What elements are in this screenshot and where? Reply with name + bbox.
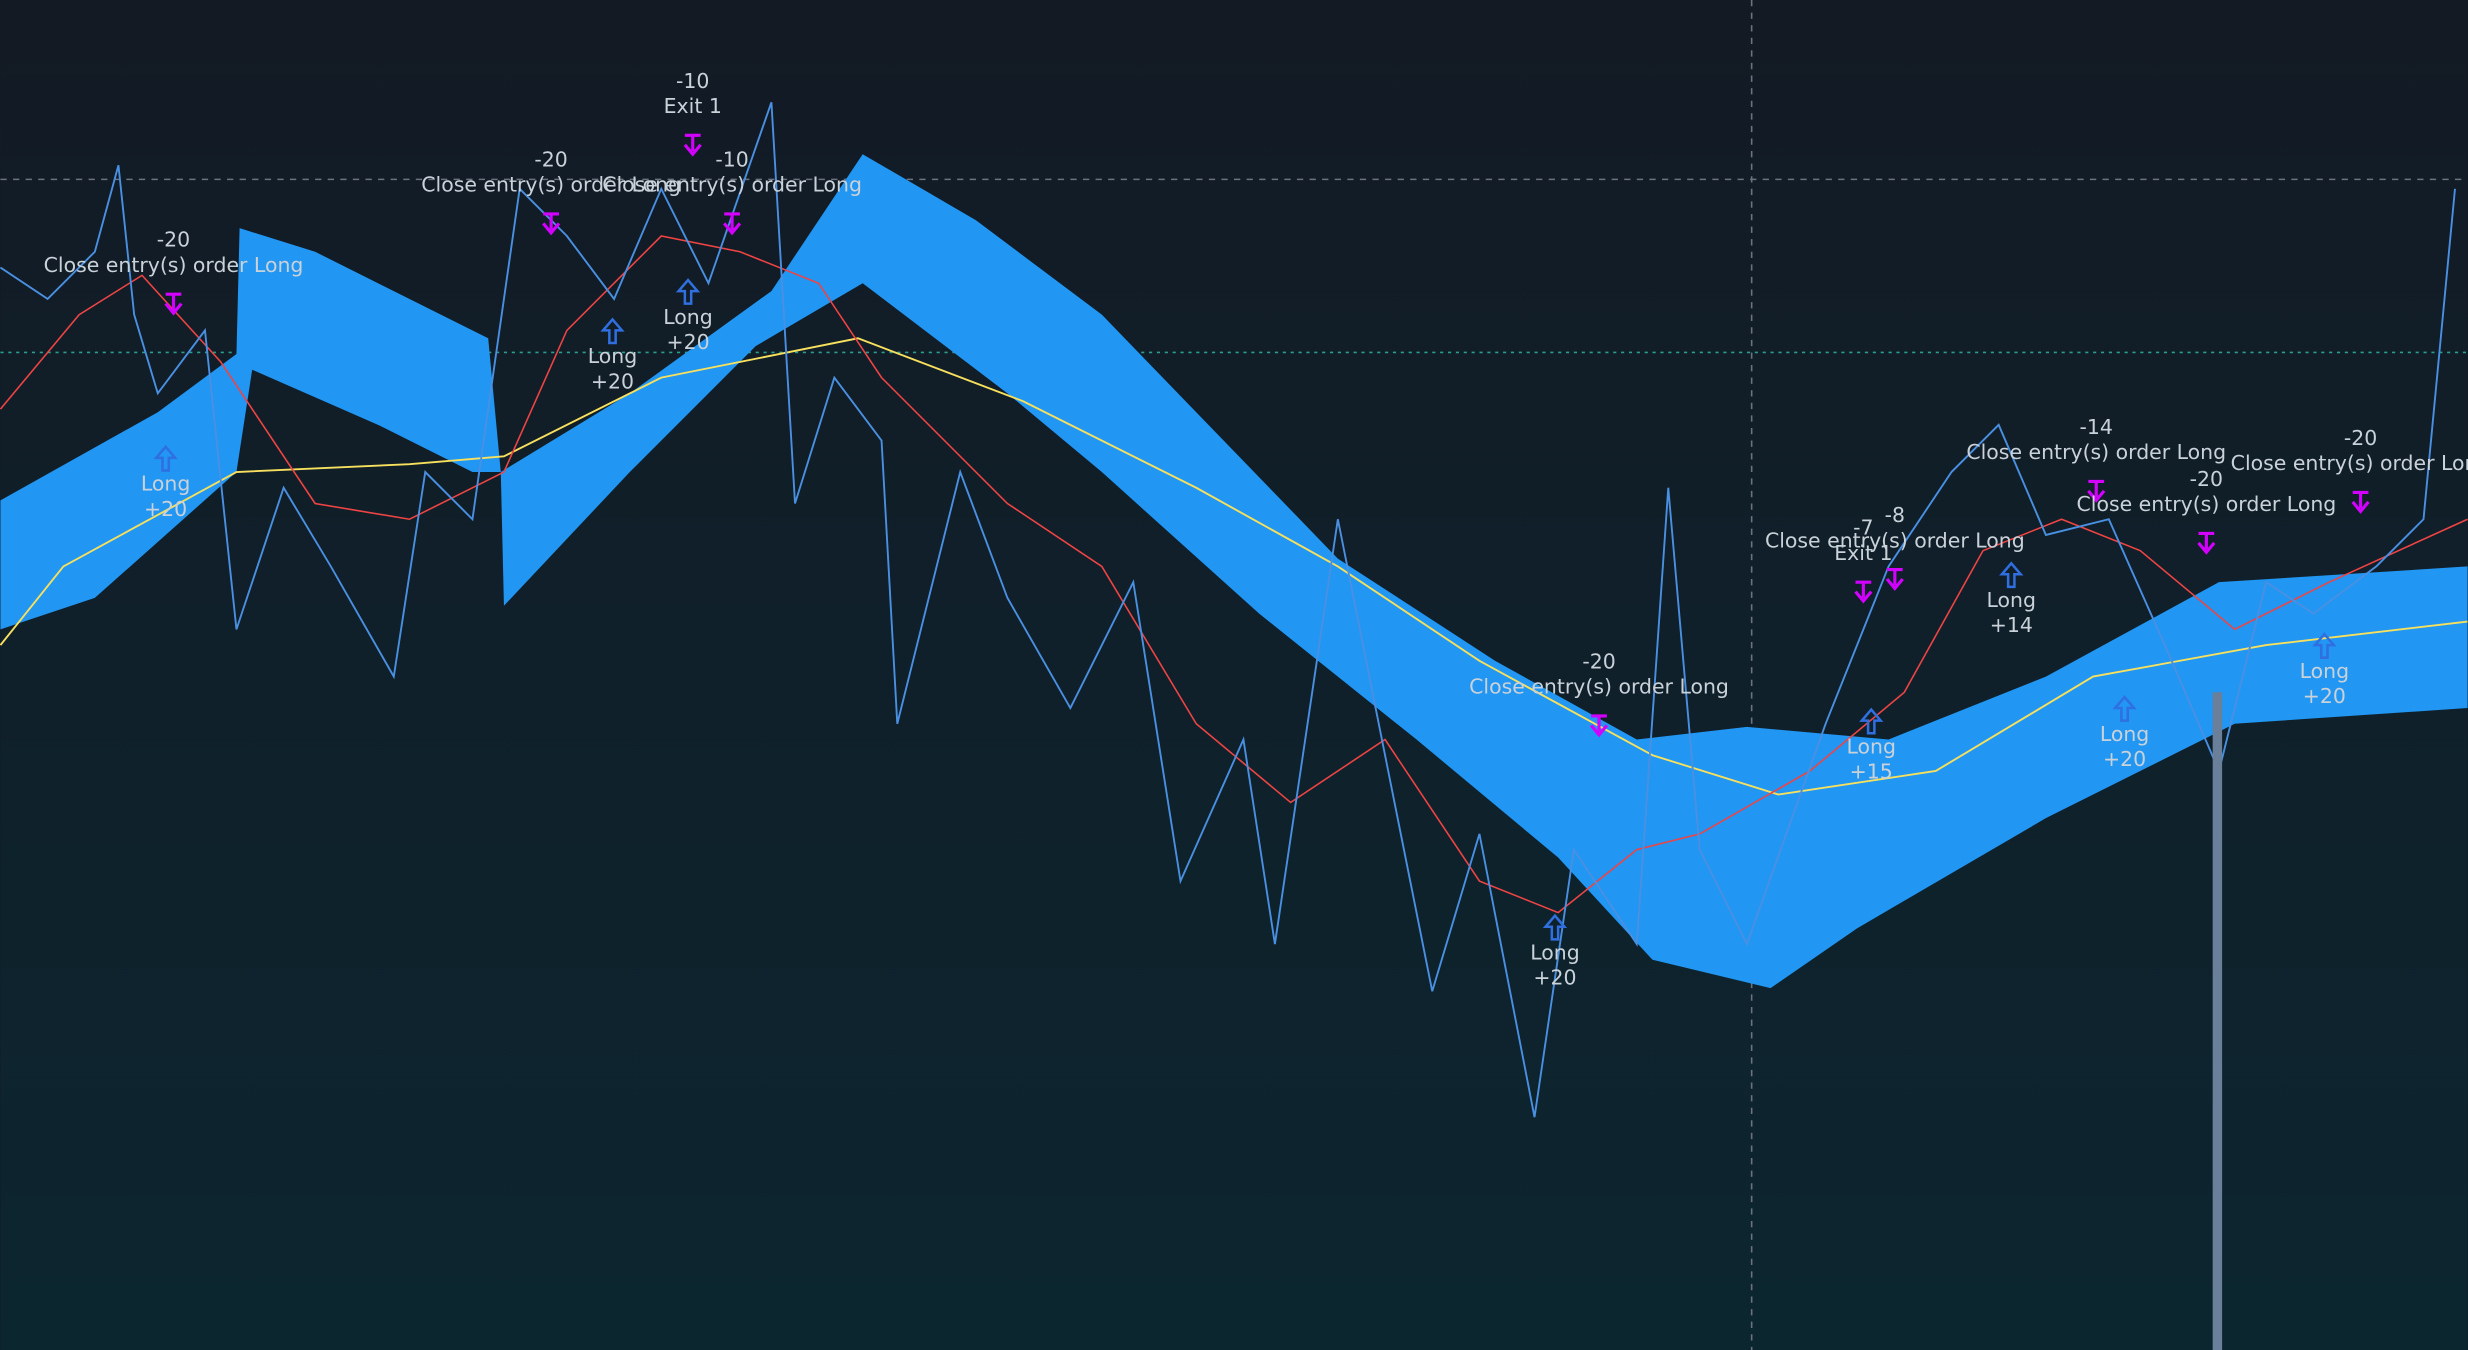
long-arrow — [600, 317, 625, 345]
signal-label: Long — [2100, 722, 2149, 746]
signal-label: -10 — [676, 69, 709, 93]
signal-label: Close entry(s) order Long — [2077, 492, 2337, 516]
signal-label: +20 — [591, 369, 634, 393]
signal-label: Long — [2300, 659, 2349, 683]
signal-label: +15 — [1850, 760, 1893, 784]
signal-label: +20 — [1533, 966, 1576, 990]
exit-arrow — [1589, 714, 1609, 738]
ribbon-band — [0, 154, 2468, 989]
price — [0, 101, 2456, 1118]
signal-label: Close entry(s) order Long — [2231, 451, 2468, 475]
signal-label: Close entry(s) order Long — [421, 173, 681, 197]
signal-label: Exit 1 — [664, 94, 722, 118]
signal-label: +20 — [2303, 684, 2346, 708]
long-arrow — [2112, 695, 2137, 722]
signal-label: +20 — [666, 330, 709, 354]
long-arrow — [153, 444, 178, 472]
signal-label: Long — [663, 305, 712, 329]
signal-label: -8 — [1885, 503, 1905, 527]
slow-ma — [0, 337, 2468, 796]
exit-arrow — [2351, 490, 2370, 514]
signal-label: -20 — [534, 147, 567, 171]
exit-arrow — [723, 212, 742, 236]
signal-label: +14 — [1990, 613, 2033, 637]
exit-arrow — [164, 292, 183, 316]
signal-label: Long — [141, 472, 190, 496]
signal-label: Long — [1987, 588, 2036, 612]
signal-label: Exit 1 — [1834, 541, 1892, 565]
signal-label: +20 — [144, 497, 187, 521]
signal-label: -20 — [2190, 467, 2223, 491]
long-arrow — [1859, 707, 1884, 735]
exit-arrow — [1885, 568, 1904, 591]
signal-label: Close entry(s) order Long — [44, 253, 304, 277]
exit-arrow — [542, 212, 561, 236]
exit-arrow — [683, 133, 702, 157]
signal-label: Long — [588, 344, 637, 368]
exit-arrow — [1854, 580, 1873, 604]
signal-label: Close entry(s) order Long — [1966, 440, 2226, 464]
fast-ma — [0, 235, 2468, 914]
signal-label: Close entry(s) order Long — [602, 173, 862, 197]
signal-label: -10 — [715, 147, 748, 171]
exit-arrow — [2197, 531, 2216, 555]
signal-label: Close entry(s) order Long — [1765, 528, 2025, 552]
signal-label: -20 — [1582, 649, 1615, 673]
long-arrow — [2312, 632, 2337, 659]
signal-label: -20 — [157, 228, 190, 252]
signal-label: Close entry(s) order Long — [1469, 675, 1729, 699]
long-arrow — [1542, 913, 1568, 941]
signal-label: Long — [1530, 940, 1579, 964]
long-arrow — [1999, 561, 2024, 589]
exit-arrow — [2087, 479, 2106, 503]
long-arrow — [675, 278, 701, 305]
signal-label: +20 — [2103, 747, 2146, 771]
signal-label: -20 — [2344, 426, 2377, 450]
signal-label: -14 — [2080, 415, 2113, 439]
signal-label: -7 — [1853, 516, 1873, 540]
signal-label: Long — [1847, 734, 1896, 758]
spike-bar — [2212, 692, 2223, 1350]
